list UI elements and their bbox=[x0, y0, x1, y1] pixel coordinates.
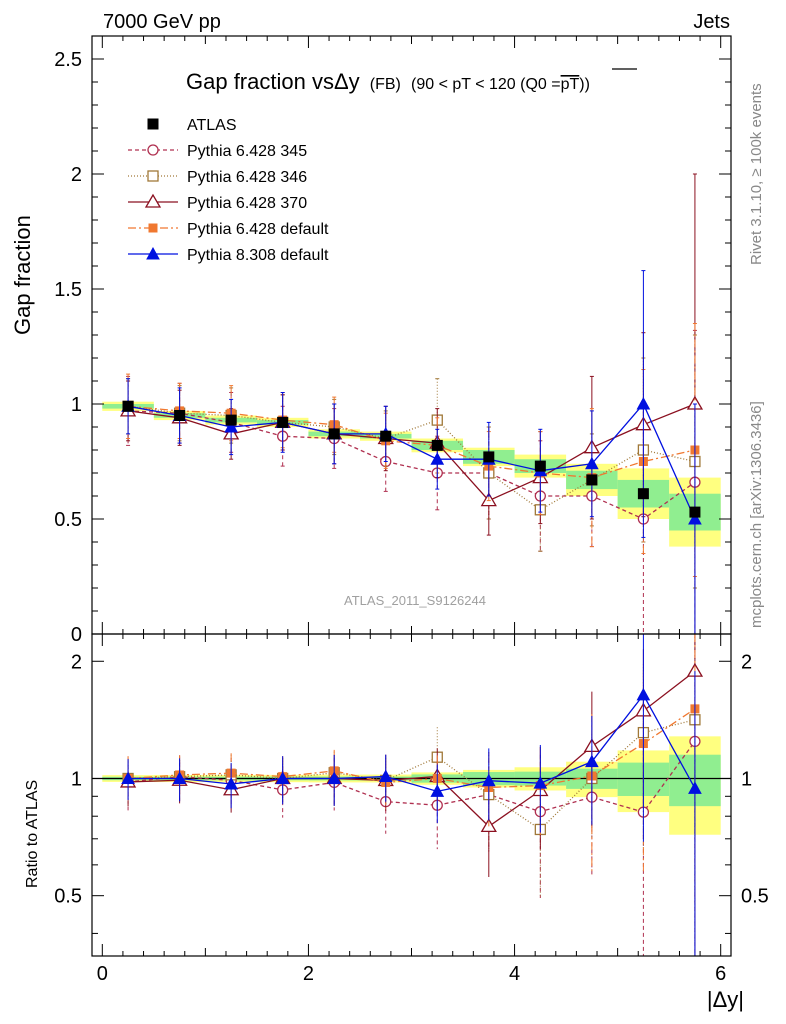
y-tick-label-bottom-right: 2 bbox=[741, 651, 752, 673]
title-fb: (FB) bbox=[370, 76, 401, 93]
atlas-data-point bbox=[586, 474, 598, 486]
atlas-data-point bbox=[174, 410, 186, 421]
mcplots-label: mcplots.cern.ch [arXiv:1306.3436] bbox=[748, 401, 765, 628]
title-main: Gap fraction vs bbox=[186, 69, 334, 94]
legend-marker-0 bbox=[147, 118, 159, 130]
atlas-data-point bbox=[380, 430, 392, 442]
series-4-ratio-point bbox=[636, 687, 651, 701]
series-4-point bbox=[585, 456, 599, 470]
series-4-ratio-point bbox=[430, 784, 445, 797]
y-tick-label-top: 0.5 bbox=[54, 509, 82, 531]
x-tick-label: 2 bbox=[303, 963, 314, 985]
top-panel-series bbox=[119, 173, 704, 635]
series-4-ratio-line bbox=[128, 693, 696, 792]
analysis-watermark: ATLAS_2011_S9126244 bbox=[344, 593, 486, 608]
legend-label-4: Pythia 6.428 default bbox=[187, 221, 329, 238]
x-tick-label: 0 bbox=[97, 963, 108, 985]
legend-label-0: ATLAS bbox=[187, 117, 237, 134]
y-tick-label-top: 1 bbox=[71, 394, 82, 416]
series-4-ratio-point bbox=[172, 771, 187, 784]
y-tick-label-bottom-right: 1 bbox=[741, 768, 752, 790]
series-4-ratio-point bbox=[688, 781, 702, 794]
legend-label-3: Pythia 6.428 370 bbox=[187, 195, 307, 212]
y-axis-label-bottom: Ratio to ATLAS bbox=[24, 780, 41, 888]
series-4-point bbox=[636, 396, 651, 410]
atlas-data-point bbox=[534, 460, 546, 472]
legend-marker-5 bbox=[146, 246, 160, 260]
series-0-line bbox=[128, 410, 696, 520]
title-close: )) bbox=[579, 76, 590, 93]
series-4-ratio-point bbox=[275, 771, 290, 784]
series-4-point bbox=[430, 452, 445, 465]
y-tick-label-top: 2 bbox=[71, 164, 82, 186]
legend-marker-2 bbox=[147, 170, 159, 182]
rivet-label: Rivet 3.1.10, ≥ 100k events bbox=[748, 83, 765, 265]
y-tick-label-bottom-left: 1 bbox=[71, 768, 82, 790]
series-4-ratio-point bbox=[481, 773, 496, 787]
y-tick-label-bottom-right: 0.5 bbox=[741, 886, 769, 908]
series-4-ratio-point bbox=[533, 776, 548, 789]
atlas-data-point bbox=[637, 488, 649, 500]
legend-marker-4 bbox=[148, 223, 158, 233]
y-tick-label-bottom-left: 0.5 bbox=[54, 886, 82, 908]
legend-marker-1 bbox=[147, 144, 159, 156]
title-delta: Δy bbox=[334, 69, 360, 94]
y-tick-label-bottom-left: 2 bbox=[71, 651, 82, 673]
series-4-point bbox=[688, 511, 702, 525]
title-range: (90 < pT < 120 (Q0 = bbox=[411, 76, 561, 93]
atlas-data-point bbox=[689, 506, 701, 518]
series-4-line bbox=[127, 402, 696, 520]
series-1-ratio-line bbox=[128, 719, 696, 831]
series-4-point bbox=[224, 419, 238, 433]
series-4-ratio-point bbox=[327, 771, 342, 784]
header-left: 7000 GeV pp bbox=[103, 11, 221, 33]
legend-marker-3 bbox=[144, 193, 162, 208]
ratio-panel-series bbox=[119, 634, 704, 956]
x-axis-label: |Δy| bbox=[707, 987, 744, 1012]
y-tick-label-top: 0 bbox=[71, 624, 82, 646]
axis-ticks bbox=[92, 35, 731, 956]
atlas-data-point bbox=[431, 439, 443, 451]
series-4-ratio-point bbox=[378, 769, 393, 783]
series-4-ratio-point bbox=[224, 776, 238, 790]
series-3-line bbox=[128, 405, 696, 479]
atlas-data-point bbox=[277, 416, 289, 428]
title-overline: pT bbox=[561, 76, 580, 93]
header-right: Jets bbox=[693, 11, 730, 33]
series-0-ratio-line bbox=[128, 741, 696, 813]
series-2-ratio-line bbox=[128, 670, 696, 828]
series-2-line bbox=[127, 403, 696, 502]
x-tick-label: 6 bbox=[715, 963, 726, 985]
svg-text:Gap fraction vsΔy (FB): Gap fraction vsΔy (FB) (90 < pT < 120 (Q… bbox=[186, 69, 590, 94]
legend-label-1: Pythia 6.428 345 bbox=[187, 143, 307, 160]
y-tick-label-top: 1.5 bbox=[54, 279, 82, 301]
series-4-ratio-point bbox=[121, 771, 135, 784]
atlas-data-point bbox=[328, 428, 340, 440]
legend-label-5: Pythia 8.308 default bbox=[187, 247, 329, 264]
x-tick-label: 4 bbox=[509, 963, 520, 985]
chart-title: Gap fraction vsΔy (FB) (90 < pT < 120 (Q… bbox=[186, 68, 637, 94]
atlas-data-point bbox=[483, 451, 495, 463]
atlas-data-point bbox=[225, 414, 237, 426]
legend: ATLAS Pythia 6.428 345 Pythia 6.428 346 Pyt… bbox=[128, 117, 329, 264]
y-tick-label-top: 2.5 bbox=[54, 49, 82, 71]
legend-label-2: Pythia 6.428 346 bbox=[187, 169, 307, 186]
y-axis-label-top: Gap fraction bbox=[10, 215, 35, 335]
series-4-ratio-point bbox=[585, 754, 599, 768]
axis-tick-labels: 0 2 4 6 0 0.5 1 1.5 2 2.5 0.5 0.5 1 1 2 2 bbox=[54, 49, 769, 985]
atlas-data-point bbox=[122, 400, 134, 412]
